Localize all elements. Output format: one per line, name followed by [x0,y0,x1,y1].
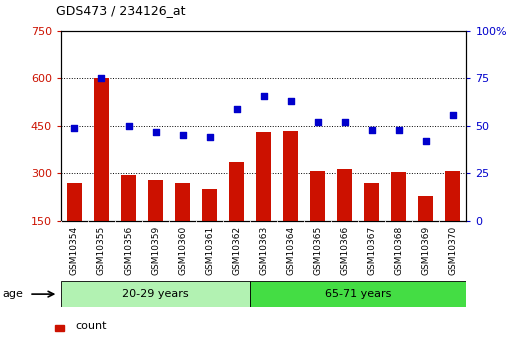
Text: GDS473 / 234126_at: GDS473 / 234126_at [56,4,185,17]
Text: GSM10356: GSM10356 [124,226,133,275]
Text: 65-71 years: 65-71 years [325,289,392,299]
Bar [61,281,250,307]
Bar [55,325,65,332]
Point [124,123,132,129]
Bar [175,184,190,221]
Bar [445,171,461,221]
Bar [148,180,163,221]
Point [286,99,295,104]
Text: GSM10355: GSM10355 [97,226,106,275]
Point [367,127,376,132]
Bar [337,169,352,221]
Bar [283,131,298,221]
Bar [67,183,82,221]
Text: GSM10364: GSM10364 [286,226,295,275]
Text: age: age [3,289,23,299]
Text: GSM10367: GSM10367 [367,226,376,275]
Point [70,125,79,130]
Text: GSM10368: GSM10368 [394,226,403,275]
Text: GSM10362: GSM10362 [232,226,241,275]
Text: GSM10354: GSM10354 [70,226,79,275]
Point [178,132,187,138]
Point [232,106,241,112]
Bar [202,189,217,221]
Point [422,138,430,144]
Point [259,93,268,98]
Text: GSM10366: GSM10366 [340,226,349,275]
Point [98,76,106,81]
Text: 20-29 years: 20-29 years [122,289,189,299]
Bar [229,162,244,221]
Point [152,129,160,135]
Bar [121,175,136,221]
Text: GSM10365: GSM10365 [313,226,322,275]
Point [205,135,214,140]
Text: count: count [75,321,107,331]
Bar [364,183,379,221]
Point [448,112,457,117]
Text: GSM10370: GSM10370 [448,226,457,275]
Point [340,119,349,125]
Bar [256,132,271,221]
Bar [418,196,434,221]
Bar [94,78,109,221]
Text: GSM10359: GSM10359 [151,226,160,275]
Bar [250,281,466,307]
Text: GSM10363: GSM10363 [259,226,268,275]
Bar [310,171,325,221]
Point [314,119,322,125]
Text: GSM10360: GSM10360 [178,226,187,275]
Point [394,127,403,132]
Text: GSM10369: GSM10369 [421,226,430,275]
Text: GSM10361: GSM10361 [205,226,214,275]
Bar [391,172,407,221]
